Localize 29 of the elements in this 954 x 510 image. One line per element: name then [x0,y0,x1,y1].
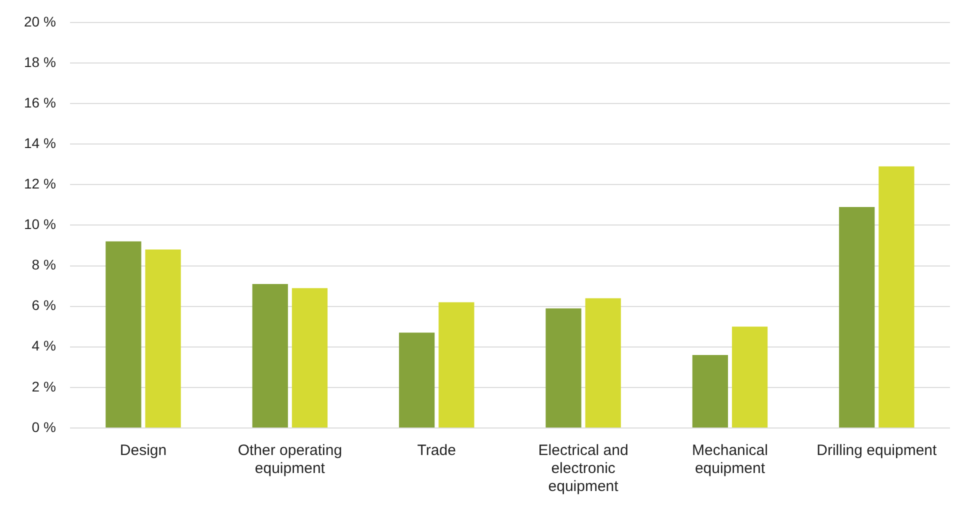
bar [692,354,728,428]
bar [438,302,474,428]
bar [292,288,328,428]
x-tick-label: Other operating equipment [238,442,342,478]
bar [585,298,621,428]
y-tick-label: 18 % [24,54,56,70]
x-tick-label: Design [120,442,167,460]
y-tick-label: 20 % [24,13,56,30]
y-tick-label: 2 % [32,378,56,394]
y-tick-label: 0 % [32,418,56,435]
y-tick-label: 14 % [24,134,56,151]
x-tick-label: Trade [417,442,456,460]
y-tick-label: 8 % [32,256,56,273]
y-tick-label: 12 % [24,176,56,192]
y-tick-label: 16 % [24,94,56,110]
x-tick-label: Electrical and electronic equipment [538,442,628,496]
y-tick-label: 10 % [24,216,56,232]
bar [398,332,435,428]
bar [106,241,142,428]
x-tick-label: Drilling equipment [816,442,938,460]
bar [839,206,875,428]
y-tick-label: 6 % [32,297,56,314]
bar [878,166,914,428]
bar [546,308,582,428]
y-tick-label: 4 % [32,338,56,354]
x-tick-label: Mechanical equipment [692,442,768,478]
bar [252,284,288,428]
bar [732,326,768,428]
bar [145,250,181,428]
